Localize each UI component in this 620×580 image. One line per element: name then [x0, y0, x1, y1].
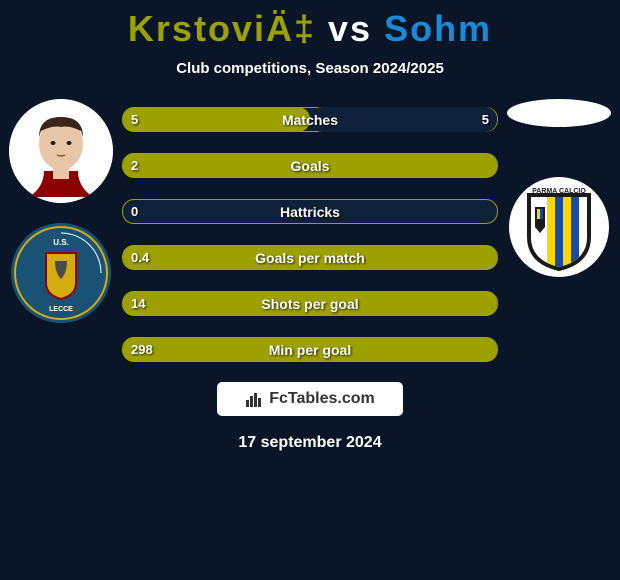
footer-date: 17 september 2024	[238, 434, 381, 452]
stat-row: 2 Goals	[122, 153, 498, 178]
avatar-svg	[9, 99, 113, 203]
stat-label: Hattricks	[280, 204, 340, 220]
stat-label: Goals	[291, 158, 330, 174]
stat-bars: 5 Matches 5 2 Goals 0 Hattricks 0.4 Goals per ma…	[116, 99, 504, 362]
player1-club-badge: U.S. LECCE	[11, 223, 111, 323]
stat-right-value: 5	[482, 112, 489, 127]
stat-left-value: 2	[131, 158, 138, 173]
svg-text:LECCE: LECCE	[49, 306, 73, 313]
lecce-badge-svg: U.S. LECCE	[11, 223, 111, 323]
brand-text: FcTables.com	[269, 390, 375, 408]
player2-club-badge: PARMA CALCIO	[509, 177, 609, 277]
main-row: U.S. LECCE 5 Matches 5 2 Goals 0 Hattricks 0.4 G…	[0, 99, 620, 362]
svg-text:PARMA CALCIO: PARMA CALCIO	[532, 188, 586, 195]
stat-label: Matches	[282, 112, 338, 128]
stat-label: Goals per match	[255, 250, 365, 266]
parma-badge-svg: PARMA CALCIO	[509, 177, 609, 277]
comparison-card: KrstoviÄ‡ vs Sohm Club competitions, Sea…	[0, 0, 620, 580]
vs-text: vs	[328, 8, 372, 49]
stat-label: Shots per goal	[261, 296, 358, 312]
bar-fill-right	[310, 107, 497, 132]
stat-label: Min per goal	[269, 342, 351, 358]
right-side: PARMA CALCIO	[504, 99, 614, 277]
player1-avatar	[9, 99, 113, 203]
title: KrstoviÄ‡ vs Sohm	[128, 8, 492, 50]
chart-icon	[245, 390, 263, 408]
svg-text:U.S.: U.S.	[53, 238, 69, 247]
player2-name: Sohm	[384, 8, 492, 49]
stat-left-value: 5	[131, 112, 138, 127]
stat-row: 298 Min per goal	[122, 337, 498, 362]
stat-left-value: 298	[131, 342, 153, 357]
stat-left-value: 14	[131, 296, 145, 311]
stat-row: 0.4 Goals per match	[122, 245, 498, 270]
subtitle: Club competitions, Season 2024/2025	[176, 60, 444, 77]
player2-avatar-placeholder	[507, 99, 611, 127]
player1-name: KrstoviÄ‡	[128, 8, 316, 49]
stat-row: 0 Hattricks	[122, 199, 498, 224]
stat-row: 5 Matches 5	[122, 107, 498, 132]
stat-left-value: 0.4	[131, 250, 149, 265]
stat-row: 14 Shots per goal	[122, 291, 498, 316]
brand-badge[interactable]: FcTables.com	[217, 382, 403, 416]
stat-left-value: 0	[131, 204, 138, 219]
left-side: U.S. LECCE	[6, 99, 116, 323]
